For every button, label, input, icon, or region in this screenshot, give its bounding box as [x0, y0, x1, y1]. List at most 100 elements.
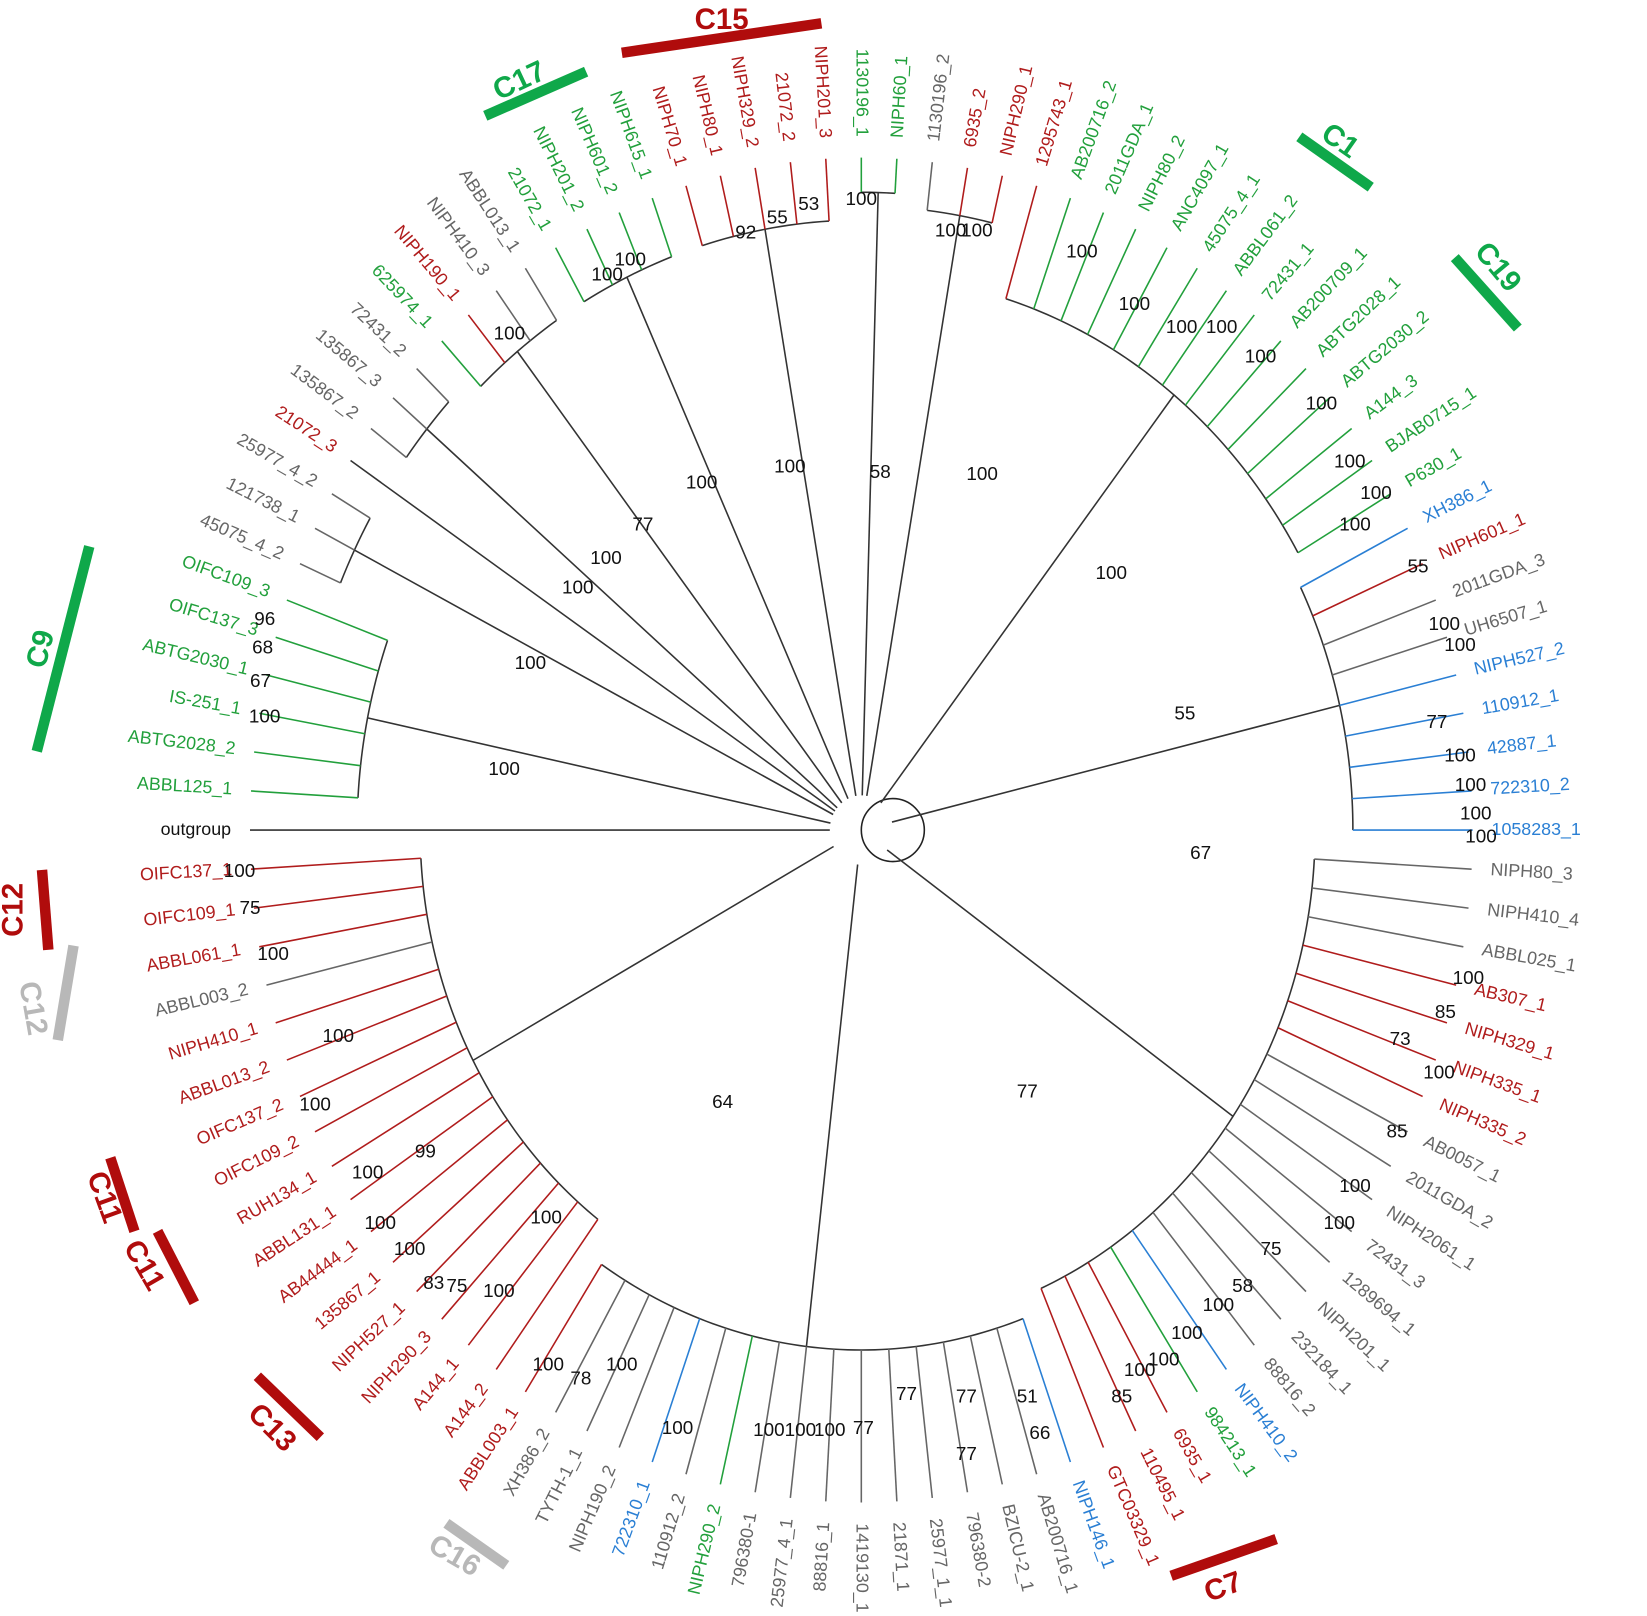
leaf-branch — [1300, 527, 1408, 589]
support-value: 100 — [1306, 394, 1338, 415]
leaf-branch — [1109, 1246, 1198, 1393]
leaf-label: OIFC137_3 — [166, 594, 260, 641]
leaf-branch — [524, 267, 558, 321]
leaf-label: 796380-1 — [728, 1511, 761, 1589]
leaf-branch — [754, 1341, 781, 1493]
leaf-branch — [719, 175, 735, 237]
clade-bar — [1296, 132, 1374, 192]
branch — [367, 717, 831, 824]
leaf-branch — [467, 1201, 579, 1346]
support-value: 100 — [1339, 1176, 1371, 1197]
leaf-branch — [1265, 427, 1353, 500]
leaf-label: 21871_1 — [888, 1521, 913, 1592]
leaf-branch — [1005, 185, 1038, 299]
leaf-branch — [1247, 397, 1331, 475]
leaf-label: NIPH329_1 — [1462, 1018, 1556, 1065]
leaf-branch — [1239, 1103, 1373, 1201]
support-value: 100 — [606, 1355, 638, 1376]
leaf-branch — [1312, 563, 1423, 617]
support-value: 100 — [753, 1420, 785, 1441]
leaf-label: BZICU-2_1 — [997, 1502, 1038, 1594]
branch — [886, 849, 1234, 1117]
branch — [472, 845, 834, 1062]
support-value: 100 — [814, 1420, 846, 1441]
leaf-label: 121738_1 — [223, 473, 303, 527]
leaf-branch — [888, 1349, 898, 1502]
leaf-label: outgroup — [161, 819, 232, 839]
leaf-label: 1058283_1 — [1492, 819, 1581, 840]
leaf-branch — [651, 1318, 701, 1463]
support-value: 100 — [483, 1281, 515, 1302]
leaf-branch — [1339, 674, 1457, 707]
leaf-branch — [991, 175, 1004, 224]
support-value: 55 — [1174, 704, 1195, 725]
leaf-branch — [1308, 915, 1464, 948]
support-value: 100 — [1465, 826, 1497, 847]
support-value: 77 — [956, 1386, 977, 1407]
clade-label: C7 — [1200, 1565, 1247, 1609]
leaf-branch — [286, 599, 388, 642]
support-value: 100 — [224, 861, 256, 882]
support-value: 85 — [1387, 1122, 1408, 1143]
leaf-branch — [651, 197, 673, 258]
clade-bar — [31, 545, 95, 753]
leaf-branch — [942, 1341, 969, 1493]
leaf-branch — [1302, 944, 1457, 986]
leaf-label: 25977_4_1 — [767, 1517, 798, 1608]
leaf-label: 6935_1 — [1168, 1425, 1216, 1487]
leaf-label: 722310_1 — [608, 1478, 655, 1560]
support-value: 100 — [394, 1239, 426, 1260]
support-value: 100 — [322, 1026, 354, 1047]
leaf-branch — [250, 790, 359, 799]
leaf-branch — [915, 1346, 934, 1499]
leaf-branch — [314, 1047, 468, 1133]
support-value: 100 — [785, 1420, 817, 1441]
support-value: 100 — [1429, 614, 1461, 635]
leaf-branch — [1087, 1261, 1168, 1413]
leaf-label: OIFC109_3 — [179, 551, 273, 602]
clade-bar — [36, 869, 54, 951]
leaf-branch — [586, 228, 614, 286]
branch — [880, 394, 1175, 804]
leaf-label: OIFC137_1 — [139, 859, 232, 885]
clade-label: C12 — [0, 883, 29, 937]
leaf-branch — [1064, 1275, 1137, 1432]
leaf-branch — [1314, 858, 1472, 870]
leaf-branch — [286, 995, 448, 1061]
leaf-branch — [275, 636, 379, 672]
support-value: 100 — [1453, 968, 1485, 989]
leaf-branch — [331, 493, 371, 519]
support-value: 77 — [632, 514, 653, 535]
leaf-branch — [314, 527, 355, 551]
support-value: 100 — [1096, 563, 1128, 584]
leaf-branch — [824, 158, 830, 222]
leaf-branch — [554, 247, 585, 303]
leaf-label: A144_2 — [439, 1379, 493, 1441]
leaf-branch — [250, 857, 421, 870]
leaf-branch — [495, 290, 531, 342]
leaf-label: NIPH146_1 — [1068, 1478, 1119, 1572]
leaf-label: ABBL025_1 — [1480, 939, 1578, 976]
leaf-label: A144_3 — [1360, 370, 1422, 424]
leaf-branch — [299, 1021, 457, 1098]
leaf-branch — [416, 1162, 541, 1293]
leaf-branch — [969, 1335, 1004, 1485]
support-value: 100 — [1334, 451, 1366, 472]
leaf-branch — [1345, 712, 1464, 737]
leaf-branch — [266, 941, 433, 986]
leaf-label: NIPH410_4 — [1486, 899, 1580, 931]
support-value: 100 — [494, 323, 526, 344]
leaf-branch — [299, 563, 341, 584]
leaf-branch — [1277, 1027, 1423, 1098]
branch — [354, 549, 834, 816]
clade-label: C15 — [695, 3, 749, 36]
leaf-label: NIPH80_3 — [1490, 859, 1573, 885]
leaf-branch — [392, 397, 428, 430]
leaf-branch — [685, 185, 704, 246]
support-value: 100 — [1455, 775, 1487, 796]
leaf-branch — [1227, 368, 1307, 451]
leaf-label: 25977_1_1 — [925, 1517, 956, 1608]
leaf-branch — [370, 427, 407, 459]
leaf-label: NIPH527_2 — [1472, 638, 1567, 680]
